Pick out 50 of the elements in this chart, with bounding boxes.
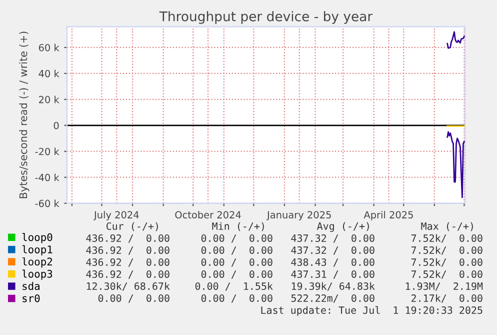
y-tick-label: -40 k [35,174,60,182]
text: 7.52k/ 0.00 [411,258,482,267]
text: 0.00 / 1.55k [195,282,273,291]
text: 437.31 / 0.00 [291,270,374,279]
text: 2.17k/ 0.00 [412,294,482,303]
x-tick-label: July 2024 [93,210,139,220]
line-series [446,31,465,49]
text: Cur (-/+) [106,222,158,232]
text: 437.32 / 0.00 [291,234,374,243]
text: 437.32 / 0.00 [291,246,374,255]
text: 0.00 / 0.00 [201,258,272,267]
text: Min (-/+) [212,222,264,232]
x-tick-label: October 2024 [175,210,241,218]
legend-label: sr0 [22,294,40,302]
y-tick-label: -20 k [35,148,60,156]
text: 12.30k/ 68.67k [86,282,170,291]
y-tick-label: 40 k [38,70,60,78]
text: 438.43 / 0.00 [291,258,374,267]
y-tick-label: 0 [54,122,59,130]
legend-label: loop2 [22,257,52,268]
text: 0.00 / 0.00 [98,294,170,303]
text: 436.92 / 0.00 [86,246,170,255]
text: 1.93M/ 2.19M [406,282,483,291]
text: 19.39k/ 64.83k [292,282,375,291]
legend-label: loop0 [22,233,52,244]
legend-label: loop1 [22,245,52,256]
x-tick-label: April 2025 [364,210,413,220]
text: Max (-/+) [421,222,473,232]
text: 0.00 / 0.00 [201,294,272,303]
text: 0.00 / 0.00 [201,234,272,243]
text: 7.52k/ 0.00 [411,270,482,279]
x-tick-label: January 2025 [266,211,331,220]
legend-label: loop3 [22,270,52,280]
text: 436.92 / 0.00 [86,258,170,267]
y-tick-label: 20 k [38,96,60,104]
y-tick-label: -60 k [35,200,60,208]
y-axis-title: Bytes/second read (-) / write (+) [19,32,30,198]
text: 7.52k/ 0.00 [411,246,482,255]
text: Last update: Tue Jul 1 19:20:33 2025 [261,306,482,316]
text: Avg (-/+) [317,222,369,232]
text: 436.92 / 0.00 [86,234,170,243]
chart-title: Throughput per device - by year [159,11,373,24]
legend-label: sda [22,282,40,290]
text: 522.22m/ 0.00 [291,294,374,303]
text: 0.00 / 0.00 [201,246,272,255]
text: 0.00 / 0.00 [201,270,272,279]
y-tick-label: 60 k [38,44,60,52]
line-series [446,131,465,198]
text: 436.92 / 0.00 [86,270,170,279]
text: 7.52k/ 0.00 [411,234,482,243]
